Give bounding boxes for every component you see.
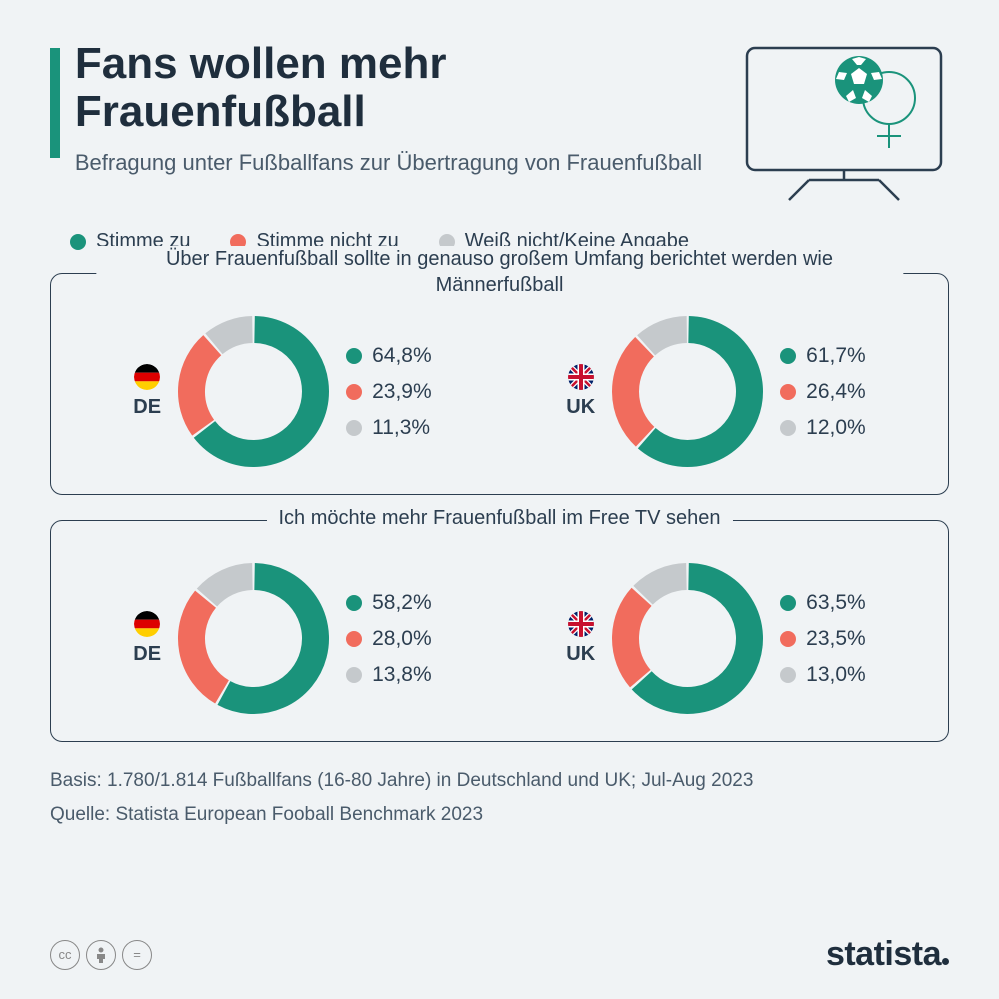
panel: Ich möchte mehr Frauenfußball im Free TV… bbox=[50, 520, 949, 742]
chart-row: DE 64,8% 23,9% 11,3% UK 61,7% 26,4% 12,0% bbox=[81, 314, 918, 469]
tv-icon bbox=[739, 40, 949, 205]
country-code: UK bbox=[566, 396, 595, 419]
value-dot bbox=[346, 348, 362, 364]
cc-by-icon bbox=[86, 940, 116, 970]
country-code: DE bbox=[133, 643, 161, 666]
donut-chart bbox=[176, 561, 331, 716]
page-subtitle: Befragung unter Fußballfans zur Übertrag… bbox=[75, 149, 739, 178]
value-label: 64,8% bbox=[372, 344, 432, 368]
value-dot bbox=[780, 384, 796, 400]
value-dot bbox=[346, 420, 362, 436]
value-label: 23,9% bbox=[372, 380, 432, 404]
value-list: 61,7% 26,4% 12,0% bbox=[780, 344, 866, 440]
value-row: 23,9% bbox=[346, 380, 432, 404]
value-row: 64,8% bbox=[346, 344, 432, 368]
country-label: DE bbox=[133, 611, 161, 666]
value-dot bbox=[780, 348, 796, 364]
donut-chart bbox=[610, 314, 765, 469]
accent-bar bbox=[50, 48, 60, 158]
value-dot bbox=[780, 631, 796, 647]
value-dot bbox=[780, 667, 796, 683]
value-label: 63,5% bbox=[806, 591, 866, 615]
value-dot bbox=[346, 595, 362, 611]
dot-agree bbox=[70, 234, 86, 250]
value-row: 13,0% bbox=[780, 663, 866, 687]
chart-group: UK 63,5% 23,5% 13,0% bbox=[566, 561, 865, 716]
page-title: Fans wollen mehr Frauenfußball bbox=[75, 40, 739, 137]
panel-title: Ich möchte mehr Frauenfußball im Free TV… bbox=[266, 507, 732, 530]
value-row: 26,4% bbox=[780, 380, 866, 404]
value-row: 11,3% bbox=[346, 416, 432, 440]
value-list: 63,5% 23,5% 13,0% bbox=[780, 591, 866, 687]
country-code: UK bbox=[566, 643, 595, 666]
header: Fans wollen mehr Frauenfußball Befragung… bbox=[50, 40, 949, 205]
footer-basis: Basis: 1.780/1.814 Fußballfans (16-80 Ja… bbox=[50, 767, 949, 796]
value-dot bbox=[346, 384, 362, 400]
value-label: 13,8% bbox=[372, 663, 432, 687]
value-label: 12,0% bbox=[806, 416, 866, 440]
panel: Über Frauenfußball sollte in genauso gro… bbox=[50, 273, 949, 495]
value-row: 12,0% bbox=[780, 416, 866, 440]
bottom-bar: cc = statista bbox=[50, 935, 949, 974]
chart-row: DE 58,2% 28,0% 13,8% UK 63,5% 23,5% 13,0% bbox=[81, 561, 918, 716]
cc-nd-icon: = bbox=[122, 940, 152, 970]
donut-chart bbox=[610, 561, 765, 716]
value-label: 23,5% bbox=[806, 627, 866, 651]
cc-icons: cc = bbox=[50, 940, 152, 970]
panels-container: Über Frauenfußball sollte in genauso gro… bbox=[50, 273, 949, 742]
value-row: 13,8% bbox=[346, 663, 432, 687]
country-label: DE bbox=[133, 364, 161, 419]
value-row: 23,5% bbox=[780, 627, 866, 651]
country-label: UK bbox=[566, 611, 595, 666]
value-label: 11,3% bbox=[372, 416, 430, 440]
statista-logo: statista bbox=[826, 935, 949, 974]
value-row: 58,2% bbox=[346, 591, 432, 615]
chart-group: DE 58,2% 28,0% 13,8% bbox=[133, 561, 431, 716]
value-label: 61,7% bbox=[806, 344, 866, 368]
title-block: Fans wollen mehr Frauenfußball Befragung… bbox=[50, 40, 739, 177]
panel-title: Über Frauenfußball sollte in genauso gro… bbox=[96, 246, 903, 298]
donut-chart bbox=[176, 314, 331, 469]
value-row: 61,7% bbox=[780, 344, 866, 368]
value-label: 26,4% bbox=[806, 380, 866, 404]
value-row: 28,0% bbox=[346, 627, 432, 651]
value-label: 13,0% bbox=[806, 663, 866, 687]
value-dot bbox=[346, 631, 362, 647]
cc-icon: cc bbox=[50, 940, 80, 970]
title-text: Fans wollen mehr Frauenfußball Befragung… bbox=[75, 40, 739, 177]
footer-source: Quelle: Statista European Fooball Benchm… bbox=[50, 801, 949, 830]
value-row: 63,5% bbox=[780, 591, 866, 615]
value-label: 28,0% bbox=[372, 627, 432, 651]
value-dot bbox=[780, 595, 796, 611]
chart-group: DE 64,8% 23,9% 11,3% bbox=[133, 314, 431, 469]
value-dot bbox=[346, 667, 362, 683]
chart-group: UK 61,7% 26,4% 12,0% bbox=[566, 314, 865, 469]
country-label: UK bbox=[566, 364, 595, 419]
country-code: DE bbox=[133, 396, 161, 419]
value-dot bbox=[780, 420, 796, 436]
value-label: 58,2% bbox=[372, 591, 432, 615]
value-list: 58,2% 28,0% 13,8% bbox=[346, 591, 432, 687]
value-list: 64,8% 23,9% 11,3% bbox=[346, 344, 432, 440]
